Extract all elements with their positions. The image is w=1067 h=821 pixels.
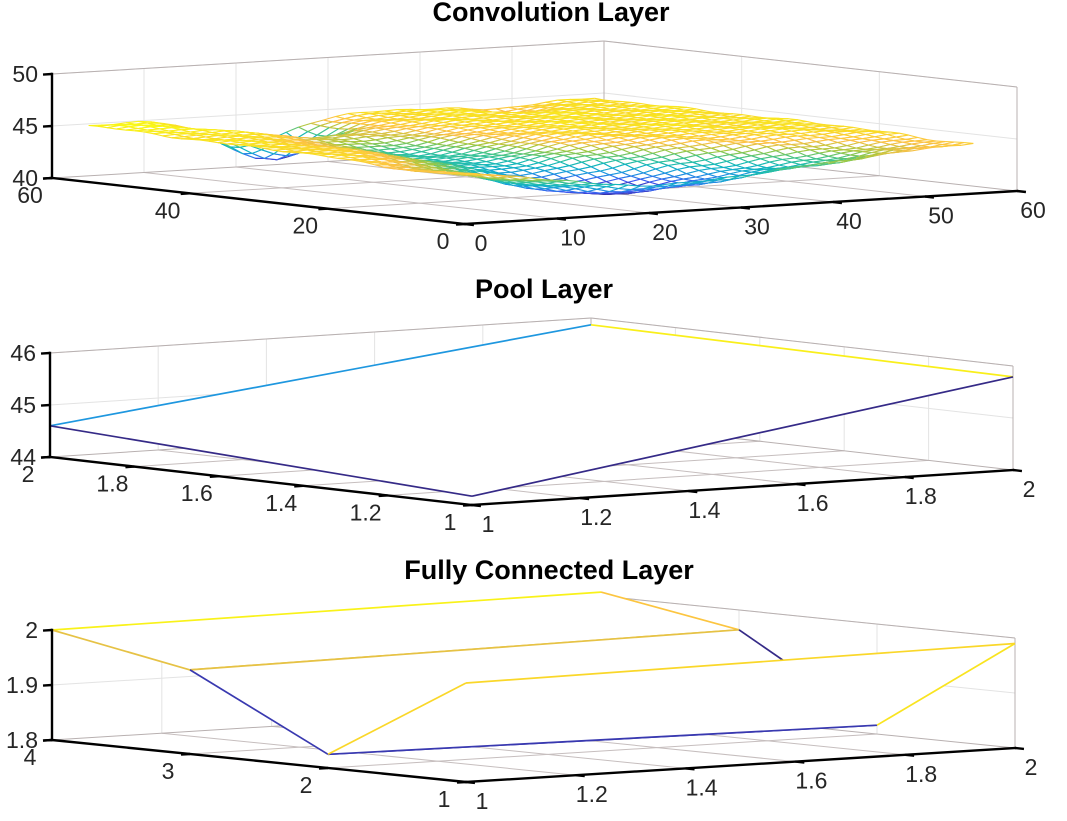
z-tick-label: 46 xyxy=(10,340,36,366)
x-tick-label: 1.2 xyxy=(580,504,612,530)
z-tick-label: 50 xyxy=(12,61,38,87)
x-tick-label: 1.2 xyxy=(576,781,608,807)
x-tick-label: 30 xyxy=(744,214,770,240)
plot-title-convolution-layer: Convolution Layer xyxy=(432,0,670,27)
y-tick-label: 1.6 xyxy=(181,480,213,506)
y-tick-label: 1.2 xyxy=(350,499,382,525)
z-tick-label: 44 xyxy=(10,444,36,470)
z-tick-label: 1.9 xyxy=(6,672,38,698)
x-tick-label: 2 xyxy=(1025,754,1038,780)
y-tick-label: 20 xyxy=(293,213,319,239)
x-tick-label: 1.8 xyxy=(905,761,937,787)
x-tick-label: 1 xyxy=(482,511,495,537)
z-tick-label: 40 xyxy=(12,165,38,191)
z-tick-label: 45 xyxy=(12,113,38,139)
x-tick-label: 1 xyxy=(476,788,489,814)
plot-title-fully-connected-layer: Fully Connected Layer xyxy=(404,555,694,585)
y-tick-label: 2 xyxy=(300,772,313,798)
y-tick-label: 40 xyxy=(155,197,181,223)
y-tick-label: 60 xyxy=(17,182,43,208)
y-tick-label: 1 xyxy=(444,509,457,535)
x-tick-label: 40 xyxy=(836,208,862,234)
z-tick-label: 1.8 xyxy=(6,727,38,753)
z-tick-label: 45 xyxy=(10,392,36,418)
x-tick-label: 0 xyxy=(475,230,488,256)
x-tick-label: 1.4 xyxy=(688,497,720,523)
x-tick-label: 1.8 xyxy=(905,483,937,509)
x-tick-label: 60 xyxy=(1020,197,1046,223)
surface-mesh xyxy=(49,323,1014,498)
plot-title-pool-layer: Pool Layer xyxy=(475,274,614,304)
x-tick-label: 10 xyxy=(560,225,586,251)
y-tick-label: 4 xyxy=(24,744,37,770)
surface-mesh xyxy=(51,591,1016,756)
y-tick-label: 1.8 xyxy=(96,471,128,497)
y-tick-label: 3 xyxy=(162,758,175,784)
y-tick-label: 2 xyxy=(22,461,35,487)
x-tick-label: 2 xyxy=(1023,476,1036,502)
x-tick-label: 50 xyxy=(928,203,954,229)
x-tick-label: 1.6 xyxy=(795,768,827,794)
x-tick-label: 1.4 xyxy=(686,774,718,800)
y-tick-label: 1 xyxy=(438,786,451,812)
x-tick-label: 1.6 xyxy=(797,490,829,516)
y-tick-label: 0 xyxy=(437,228,450,254)
x-tick-label: 20 xyxy=(652,219,678,245)
surface-mesh xyxy=(88,97,974,195)
z-tick-label: 2 xyxy=(25,617,38,643)
y-tick-label: 1.4 xyxy=(265,490,297,516)
